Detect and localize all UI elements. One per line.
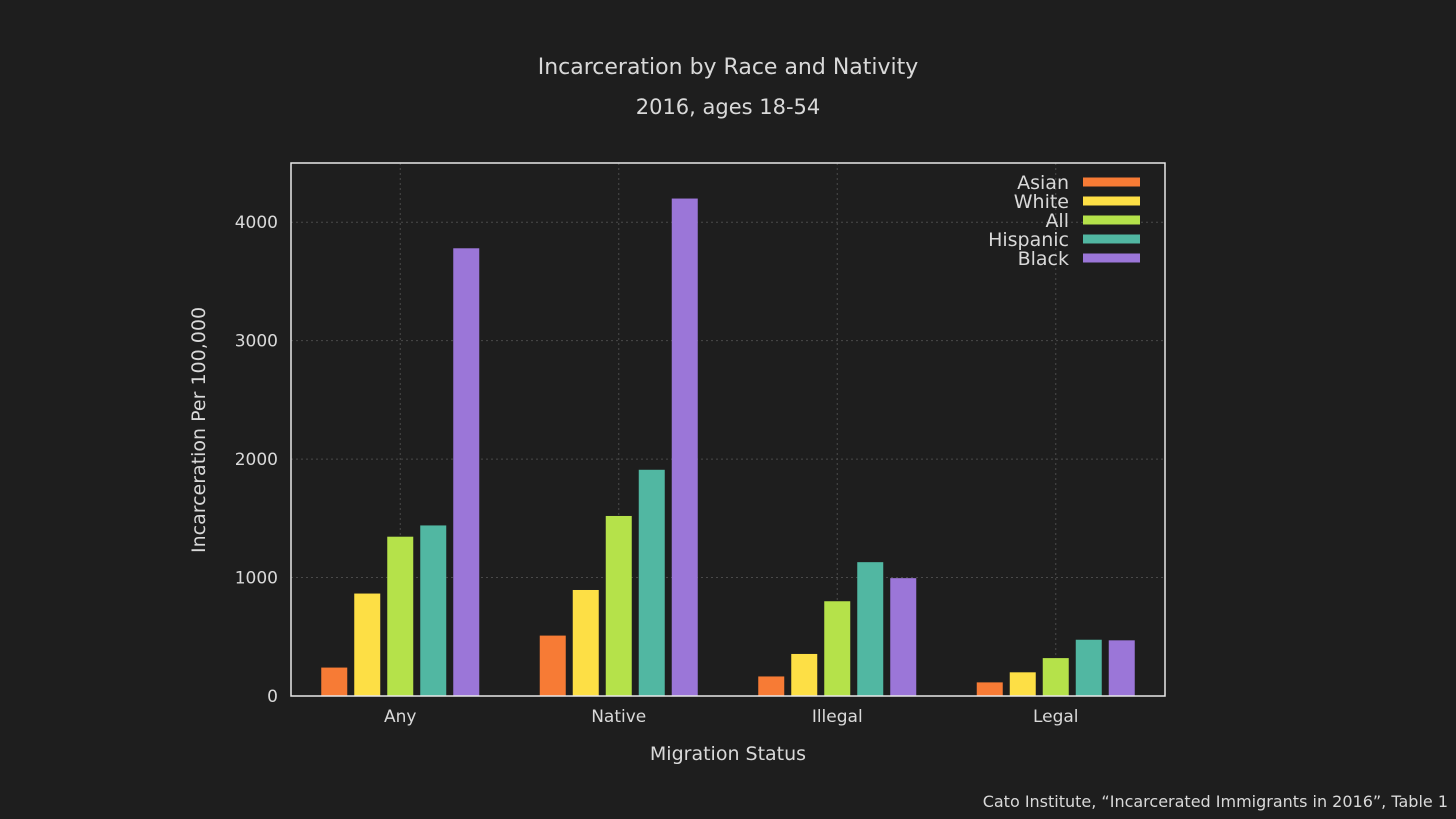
bar-all-illegal xyxy=(824,601,851,696)
legend-label-asian: Asian xyxy=(1017,172,1069,194)
bar-all-legal xyxy=(1042,658,1069,696)
chart-title: Incarceration by Race and Nativity xyxy=(538,55,919,80)
bar-hispanic-native xyxy=(638,469,665,696)
y-axis: 0 1000 2000 3000 4000 xyxy=(235,213,278,707)
legend-swatch-black xyxy=(1083,253,1140,263)
bar-asian-illegal xyxy=(758,676,785,696)
bar-asian-any xyxy=(321,667,348,696)
legend-label-all: All xyxy=(1045,210,1069,232)
bar-all-any xyxy=(387,536,414,696)
source-note: Cato Institute, “Incarcerated Immigrants… xyxy=(983,792,1448,811)
bar-black-illegal xyxy=(890,578,917,696)
bar-black-any xyxy=(453,248,480,696)
bar-hispanic-illegal xyxy=(857,562,884,696)
bar-asian-native xyxy=(539,635,566,696)
y-tick-label: 3000 xyxy=(235,332,278,352)
y-tick-label: 4000 xyxy=(235,213,278,233)
legend-label-white: White xyxy=(1014,191,1069,213)
legend-swatch-hispanic xyxy=(1083,234,1140,244)
bar-white-any xyxy=(354,593,381,696)
x-tick-label: Legal xyxy=(1033,707,1079,727)
legend-label-black: Black xyxy=(1018,248,1069,270)
bar-hispanic-any xyxy=(420,525,447,696)
bars xyxy=(321,198,1135,697)
y-tick-label: 1000 xyxy=(235,569,278,589)
x-tick-label: Illegal xyxy=(812,707,863,727)
bar-black-native xyxy=(671,198,698,697)
grid xyxy=(291,163,1165,696)
bar-black-legal xyxy=(1108,640,1135,696)
bar-white-native xyxy=(572,589,599,696)
legend-swatch-asian xyxy=(1083,177,1140,187)
bar-white-legal xyxy=(1009,672,1036,696)
plot-frame xyxy=(290,162,1166,697)
chart-subtitle: 2016, ages 18-54 xyxy=(636,95,821,119)
bar-white-illegal xyxy=(791,653,818,696)
x-tick-label: Any xyxy=(384,707,416,727)
x-axis-label: Migration Status xyxy=(650,743,806,765)
y-axis-label: Incarceration Per 100,000 xyxy=(188,307,210,553)
y-tick-label: 0 xyxy=(267,687,278,707)
legend-swatch-white xyxy=(1083,196,1140,206)
bar-all-native xyxy=(605,515,632,696)
bar-hispanic-legal xyxy=(1075,639,1102,696)
legend-swatch-all xyxy=(1083,215,1140,225)
y-tick-label: 2000 xyxy=(235,450,278,470)
legend-label-hispanic: Hispanic xyxy=(988,229,1069,251)
bar-asian-legal xyxy=(976,682,1003,696)
x-axis: Any Native Illegal Legal xyxy=(384,707,1079,727)
x-tick-label: Native xyxy=(591,707,646,727)
